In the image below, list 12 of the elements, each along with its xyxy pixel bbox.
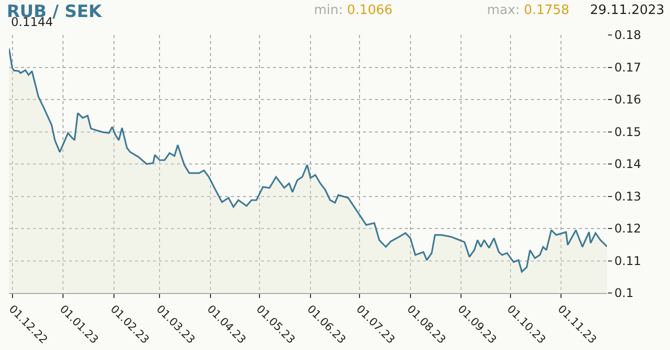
y-tick-label: 0.17: [614, 60, 642, 74]
y-tick-label: 0.11: [614, 254, 642, 268]
text: max: 0.1758: [487, 3, 570, 18]
y-tick-label: 0.14: [614, 157, 642, 172]
y-tick-label: 0.12: [614, 222, 642, 236]
y-tick-label: 0.1: [614, 286, 634, 300]
text: min: 0.1066: [314, 3, 393, 18]
text: 29.11.2023: [590, 3, 664, 18]
y-tick-label: 0.13: [614, 189, 642, 204]
y-tick-label: 0.16: [614, 92, 642, 107]
y-tick-label: 0.15: [614, 124, 642, 139]
y-tick-label: 0.18: [614, 28, 642, 42]
